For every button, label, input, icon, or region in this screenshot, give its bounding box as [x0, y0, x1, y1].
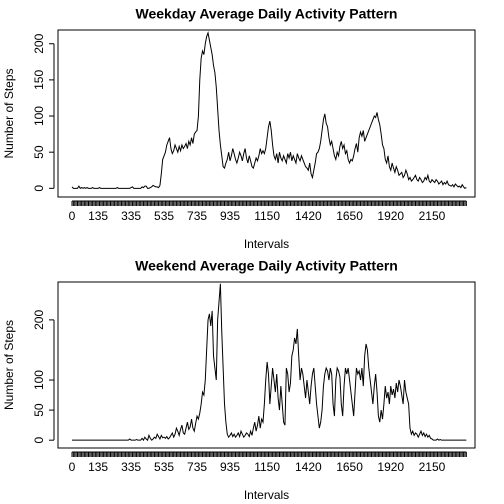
x-axis-label: Intervals: [244, 488, 289, 502]
x-tick-label: 935: [220, 209, 240, 223]
y-tick-label: 50: [32, 403, 46, 417]
x-tick-label: 1650: [336, 209, 363, 223]
x-tick-label: 1920: [377, 460, 404, 474]
x-tick-label: 135: [88, 460, 108, 474]
plot-box: [57, 29, 476, 198]
x-axis-label: Intervals: [244, 237, 289, 251]
x-tick-label: 335: [121, 460, 141, 474]
x-tick-label: 335: [121, 209, 141, 223]
chart-title: Weekend Average Daily Activity Pattern: [135, 258, 398, 274]
x-tick-label: 135: [88, 209, 108, 223]
y-tick-label: 0: [32, 185, 46, 192]
data-line: [72, 283, 467, 442]
x-tick-label: 0: [69, 209, 76, 223]
y-tick-label: 50: [32, 145, 46, 159]
plot-box: [57, 281, 476, 449]
y-axis-label: Number of Steps: [2, 68, 16, 158]
x-tick-label: 2150: [419, 209, 446, 223]
y-tick-label: 200: [32, 310, 46, 330]
y-tick-label: 100: [32, 106, 46, 126]
x-tick-label: 935: [220, 460, 240, 474]
x-tick-label: 1150: [254, 209, 280, 223]
y-axis-label: Number of Steps: [2, 320, 16, 410]
x-tick-label: 1150: [254, 460, 280, 474]
y-tick-label: 150: [32, 70, 46, 90]
x-tick-label: 1420: [295, 209, 322, 223]
y-tick-label: 0: [32, 437, 46, 444]
x-tick-label: 735: [187, 209, 207, 223]
x-tick-label: 535: [154, 460, 174, 474]
x-tick-label: 2150: [419, 460, 446, 474]
chart-title: Weekday Average Daily Activity Pattern: [136, 6, 398, 22]
x-tick-label: 0: [69, 460, 76, 474]
x-tick-label: 1420: [295, 460, 322, 474]
data-line: [71, 31, 467, 189]
x-tick-label: 735: [187, 460, 207, 474]
x-tick-label: 1650: [336, 460, 363, 474]
y-tick-label: 200: [32, 33, 46, 53]
x-tick-label: 1920: [377, 209, 404, 223]
y-tick-label: 100: [32, 370, 46, 390]
x-tick-label: 535: [154, 209, 174, 223]
